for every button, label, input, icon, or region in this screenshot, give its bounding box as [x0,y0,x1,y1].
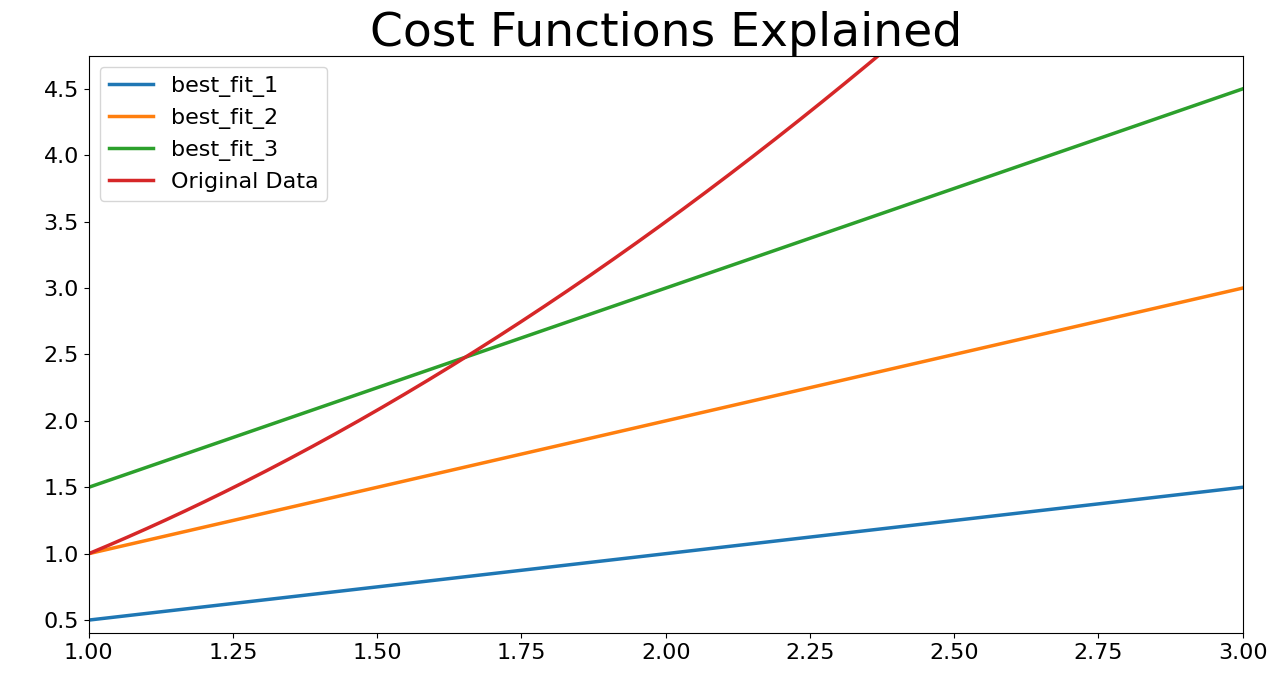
Original Data [768,134,784,143]
best_fit_3 [787,239,803,248]
best_fit_2 [768,391,784,400]
best_fit_1 [1054,504,1069,512]
best_fit_2 [81,550,96,558]
best_fit_1 [765,537,780,546]
best_fit_2 [765,393,780,401]
Original Data [85,548,100,556]
Title: Cost Functions Explained: Cost Functions Explained [369,10,962,56]
best_fit_2 [787,387,803,395]
best_fit_3 [765,247,780,255]
best_fit_3 [1127,122,1142,130]
best_fit_2 [85,548,100,557]
Line: best_fit_1: best_fit_1 [89,487,1243,620]
best_fit_3 [1054,148,1069,156]
Original Data [765,138,780,146]
Legend: best_fit_1, best_fit_2, best_fit_3, Original Data: best_fit_1, best_fit_2, best_fit_3, Orig… [100,67,327,201]
best_fit_1 [1235,483,1250,491]
best_fit_3 [1235,85,1250,93]
best_fit_2 [1127,309,1142,317]
best_fit_1 [787,535,803,543]
best_fit_2 [1054,326,1069,334]
best_fit_2 [1235,284,1250,292]
best_fit_1 [85,615,100,624]
Original Data [81,550,96,558]
best_fit_3 [85,482,100,490]
best_fit_1 [81,616,96,624]
best_fit_1 [1127,496,1142,504]
best_fit_1 [768,537,784,545]
Line: Original Data: Original Data [89,0,1243,554]
Line: best_fit_2: best_fit_2 [89,288,1243,554]
best_fit_3 [81,483,96,491]
Line: best_fit_3: best_fit_3 [89,89,1243,487]
best_fit_3 [768,246,784,254]
Original Data [787,119,803,127]
